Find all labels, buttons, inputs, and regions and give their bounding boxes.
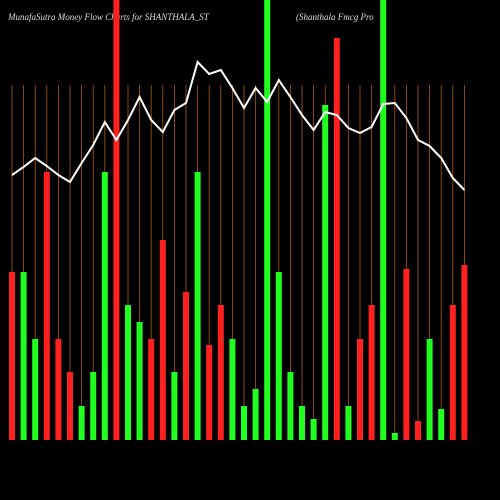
bar [449, 305, 456, 440]
bar [43, 172, 50, 440]
line [11, 60, 466, 191]
bar [9, 272, 15, 440]
bar [159, 240, 166, 440]
bar [125, 305, 131, 440]
bar [171, 372, 178, 440]
bar [333, 38, 340, 440]
bar [380, 0, 387, 440]
bar [322, 105, 329, 440]
bar [415, 421, 421, 440]
bar [368, 305, 375, 440]
bar [275, 272, 282, 440]
bar [20, 272, 27, 440]
bar [403, 269, 410, 440]
bar [32, 339, 39, 440]
bar [357, 339, 363, 440]
bar [264, 0, 271, 440]
bar [345, 406, 352, 440]
bar [55, 339, 62, 440]
bar [148, 339, 155, 440]
bar [241, 406, 247, 440]
bar [217, 305, 224, 440]
bar [461, 265, 468, 440]
bar [299, 406, 305, 440]
bar [206, 345, 213, 440]
bar [438, 409, 445, 440]
bar [101, 172, 108, 440]
bar [136, 322, 143, 440]
bar [287, 372, 294, 440]
bar [194, 172, 201, 440]
bar [67, 372, 73, 440]
bar [310, 419, 317, 440]
bar [426, 339, 433, 440]
bar [183, 292, 189, 440]
bar [229, 339, 236, 440]
bar [113, 0, 120, 440]
bar [391, 433, 398, 440]
chart-subtitle: (Shanthala Fmcg Pro [296, 12, 374, 22]
chart-title: MunafaSutra Money Flow Charts for SHANTH… [7, 12, 210, 22]
bar [252, 389, 259, 440]
bar [78, 406, 85, 440]
bar [90, 372, 97, 440]
